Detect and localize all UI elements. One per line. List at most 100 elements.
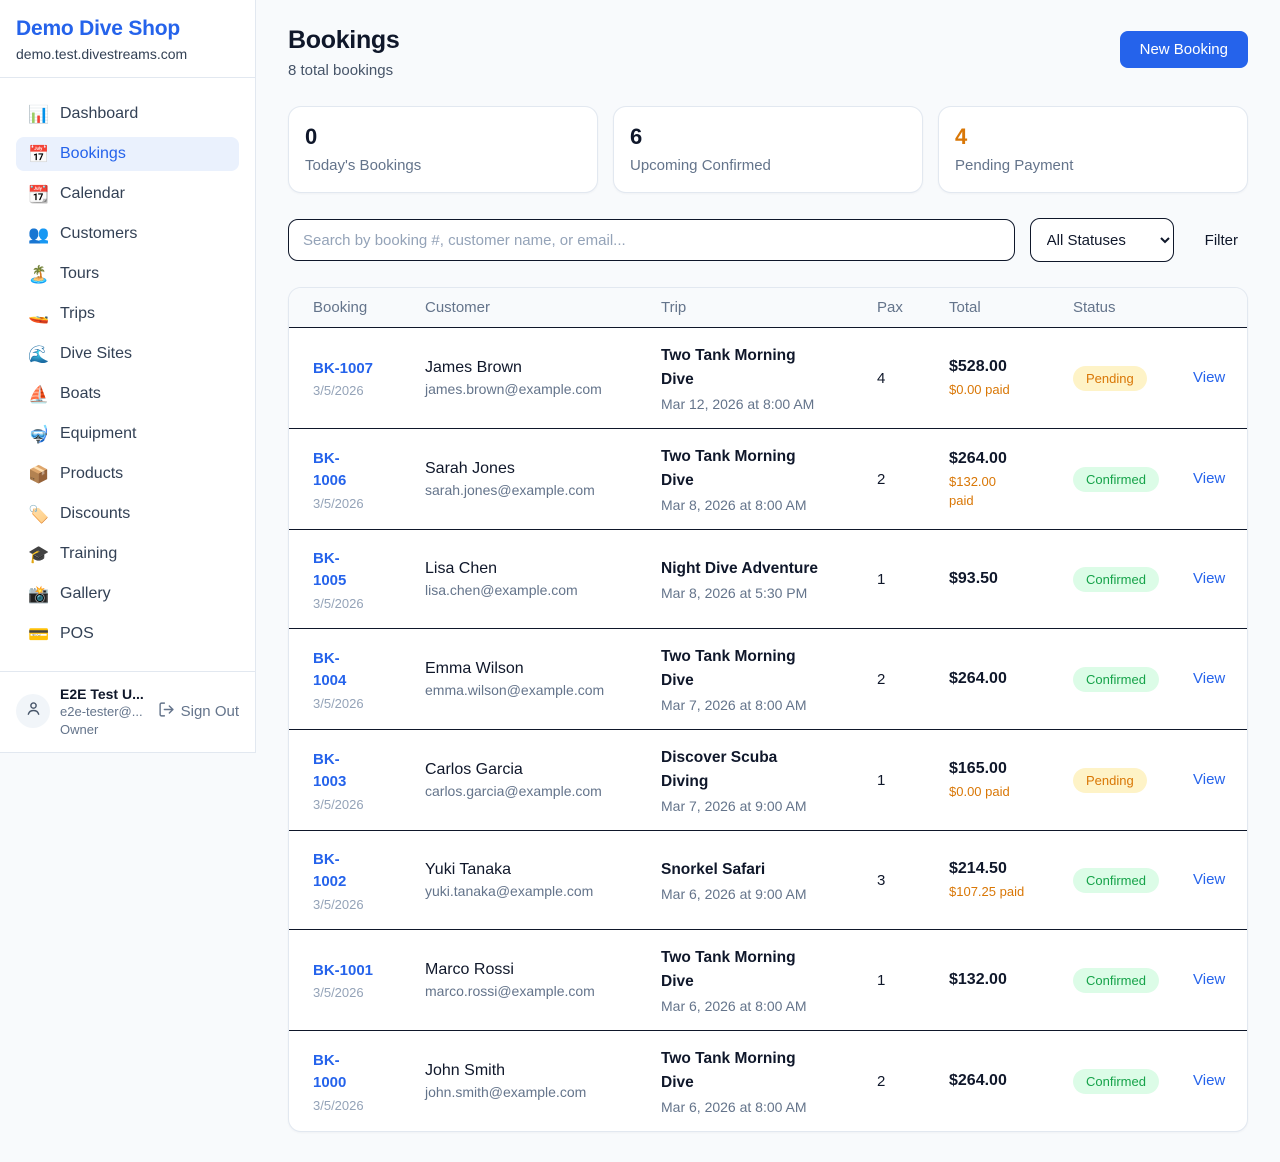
sidebar-divider <box>0 77 255 78</box>
view-link[interactable]: View <box>1193 570 1226 588</box>
sidebar-item-label: Bookings <box>60 145 126 162</box>
stats-row: 0 Today's Bookings 6 Upcoming Confirmed … <box>288 106 1248 193</box>
customer-cell: Lisa Chen lisa.chen@example.com <box>425 560 661 598</box>
trip-cell: Two Tank Morning Dive Mar 6, 2026 at 8:00… <box>661 946 877 1014</box>
status-cell: Confirmed <box>1073 666 1193 692</box>
text-line: $0.00 paid <box>949 382 1010 398</box>
person-icon <box>24 699 43 723</box>
page-header: Bookings 8 total bookings New Booking <box>288 26 1248 79</box>
sidebar-item-dashboard[interactable]: 📊 Dashboard <box>16 97 239 131</box>
booking-date: 3/5/2026 <box>313 495 364 511</box>
sidebar-item-equipment[interactable]: 🤿 Equipment <box>16 417 239 451</box>
stat-card: 0 Today's Bookings <box>288 106 598 193</box>
pos-credit-card-icon: 💳 <box>28 624 50 644</box>
total-amount: $93.50 <box>949 569 998 587</box>
sidebar-item-training[interactable]: 🎓 Training <box>16 537 239 571</box>
text-line: Dive <box>661 672 694 690</box>
sidebar-item-bookings[interactable]: 📅 Bookings <box>16 137 239 171</box>
view-link[interactable]: View <box>1193 1072 1226 1090</box>
total-cell: $528.00 $0.00 paid <box>949 356 1073 400</box>
sidebar-item-calendar[interactable]: 📆 Calendar <box>16 177 239 211</box>
total-amount: $132.00 <box>949 970 1007 988</box>
filter-button[interactable]: Filter <box>1204 231 1238 249</box>
sidebar-item-trips[interactable]: 🚤 Trips <box>16 297 239 331</box>
total-cell: $165.00 $0.00 paid <box>949 758 1073 802</box>
booking-date: 3/5/2026 <box>313 896 364 912</box>
sidebar-item-pos[interactable]: 💳 POS <box>16 617 239 651</box>
view-link[interactable]: View <box>1193 871 1226 889</box>
sidebar-item-boats[interactable]: ⛵ Boats <box>16 377 239 411</box>
total-amount: $264.00 <box>949 669 1007 687</box>
search-input[interactable] <box>288 219 1015 261</box>
booking-id-link[interactable]: BK- 1002 <box>313 849 425 894</box>
view-link[interactable]: View <box>1193 771 1226 789</box>
sidebar-item-tours[interactable]: 🏝️ Tours <box>16 257 239 291</box>
booking-id-link[interactable]: BK-1007 <box>313 358 425 381</box>
stat-value: 0 <box>305 124 318 149</box>
total-amount: $214.50 <box>949 860 1007 877</box>
booking-id-link[interactable]: BK- 1006 <box>313 448 425 493</box>
total-cell: $264.00 <box>949 668 1073 690</box>
total-amount: $528.00 <box>949 357 1007 375</box>
customer-email: james.brown@example.com <box>425 381 602 398</box>
view-link[interactable]: View <box>1193 369 1226 387</box>
text-line: Dive <box>661 973 694 991</box>
status-cell: Pending <box>1073 767 1193 793</box>
sign-out-button[interactable]: Sign Out <box>158 701 239 722</box>
stat-value: 6 <box>630 124 643 149</box>
text-line: Dive <box>661 472 694 490</box>
booking-cell: BK- 1003 3/5/2026 <box>313 749 425 812</box>
customer-email: sarah.jones@example.com <box>425 482 595 499</box>
booking-id-link[interactable]: BK- 1003 <box>313 749 425 794</box>
view-link[interactable]: View <box>1193 971 1226 989</box>
text-line: BK- <box>313 549 340 567</box>
trip-name: Discover Scuba Diving <box>661 746 877 794</box>
booking-date: 3/5/2026 <box>313 985 364 1001</box>
booking-cell: BK- 1002 3/5/2026 <box>313 849 425 912</box>
sidebar-item-dive-sites[interactable]: 🌊 Dive Sites <box>16 337 239 371</box>
text-line: 1000 <box>313 1074 347 1092</box>
text-line: BK- <box>313 449 340 467</box>
booking-id-link[interactable]: BK- 1005 <box>313 548 425 593</box>
text-line: Snorkel Safari <box>661 861 766 879</box>
sidebar-item-products[interactable]: 📦 Products <box>16 457 239 491</box>
view-link[interactable]: View <box>1193 670 1226 688</box>
trip-time: Mar 6, 2026 at 8:00 AM <box>661 1099 807 1116</box>
stat-label: Pending Payment <box>955 157 1074 174</box>
booking-date: 3/5/2026 <box>313 595 364 611</box>
text-line: Discover Scuba <box>661 749 778 767</box>
page-subtitle: 8 total bookings <box>288 62 394 79</box>
new-booking-button[interactable]: New Booking <box>1119 31 1248 68</box>
bookings-calendar-icon: 📅 <box>28 144 50 164</box>
pax-value: 2 <box>877 470 886 488</box>
status-badge: Confirmed <box>1073 466 1159 492</box>
total-amount: $165.00 <box>949 759 1007 777</box>
text-line: $0.00 paid <box>949 784 1010 800</box>
view-link[interactable]: View <box>1193 470 1226 488</box>
sidebar-item-label: POS <box>60 625 94 642</box>
customer-name: Yuki Tanaka <box>425 861 511 879</box>
booking-id-link[interactable]: BK-1001 <box>313 960 425 983</box>
col-header-status: Status <box>1073 299 1116 316</box>
sidebar-item-discounts[interactable]: 🏷️ Discounts <box>16 497 239 531</box>
table-header: Booking Customer Trip Pax Total Status <box>289 288 1247 328</box>
sidebar-item-customers[interactable]: 👥 Customers <box>16 217 239 251</box>
sidebar-item-label: Gallery <box>60 585 111 602</box>
stat-value: 4 <box>955 124 968 149</box>
user-role: Owner <box>60 721 99 737</box>
table-row: BK- 1002 3/5/2026 Yuki Tanaka yuki.tanaka… <box>289 831 1247 931</box>
bookings-table: Booking Customer Trip Pax Total Status B… <box>288 287 1248 1133</box>
booking-id-link[interactable]: BK- 1004 <box>313 648 425 693</box>
customer-email: yuki.tanaka@example.com <box>425 883 594 900</box>
main-content: Bookings 8 total bookings New Booking 0 … <box>256 0 1280 1162</box>
pax-value: 4 <box>877 369 886 387</box>
customer-email: lisa.chen@example.com <box>425 582 578 599</box>
booking-date: 3/5/2026 <box>313 1097 364 1113</box>
sidebar-item-label: Dive Sites <box>60 345 133 362</box>
sidebar-item-gallery[interactable]: 📸 Gallery <box>16 577 239 611</box>
trip-time: Mar 6, 2026 at 8:00 AM <box>661 998 807 1015</box>
trip-cell: Night Dive Adventure Mar 8, 2026 at 5:30… <box>661 557 877 601</box>
status-filter-select[interactable]: All Statuses <box>1029 218 1174 262</box>
booking-id-link[interactable]: BK- 1000 <box>313 1050 425 1095</box>
text-line: $132.00 <box>949 473 996 489</box>
